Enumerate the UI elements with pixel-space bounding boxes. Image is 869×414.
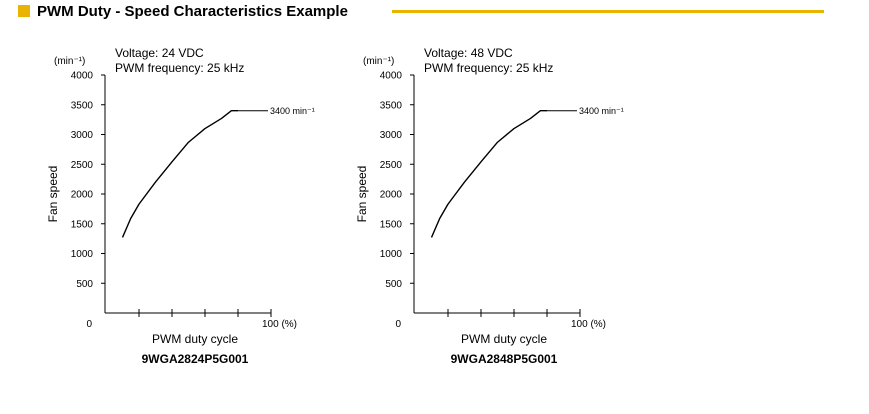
origin-label: 0 xyxy=(86,319,92,330)
y-tick-label: 1000 xyxy=(380,249,403,260)
y-tick-label: 500 xyxy=(385,279,402,290)
y-tick-label: 1000 xyxy=(71,249,94,260)
section-title: PWM Duty - Speed Characteristics Example xyxy=(37,3,348,20)
origin-label: 0 xyxy=(395,319,401,330)
header-rule xyxy=(392,10,824,13)
x-end-label: 100 (%) xyxy=(571,319,606,330)
annotation-voltage: Voltage: 48 VDC xyxy=(424,46,513,60)
y-axis-title: Fan speed xyxy=(355,166,369,223)
chart-2: 500 1000 1500 2000 2500 3000 3500 4000 0 100 (%) (… xyxy=(355,46,624,366)
x-axis-title: PWM duty cycle xyxy=(461,332,547,346)
y-tick-label: 3500 xyxy=(71,100,94,111)
y-tick-label: 1500 xyxy=(380,219,403,230)
x-end-label: 100 (%) xyxy=(262,319,297,330)
y-tick-label: 2500 xyxy=(380,160,403,171)
model-number: 9WGA2824P5G001 xyxy=(142,352,249,366)
y-tick-label: 2000 xyxy=(71,190,94,201)
speed-curve xyxy=(430,109,547,238)
x-axis-title: PWM duty cycle xyxy=(152,332,238,346)
y-unit-label: (min⁻¹) xyxy=(363,56,394,67)
y-tick-label: 3000 xyxy=(71,130,94,141)
y-tick-label: 4000 xyxy=(71,71,94,82)
y-tick-label: 1500 xyxy=(71,219,94,230)
section-header: PWM Duty - Speed Characteristics Example xyxy=(18,2,824,22)
y-tick-label: 3500 xyxy=(380,100,403,111)
y-tick-label: 2500 xyxy=(71,160,94,171)
end-speed-label: 3400 min⁻¹ xyxy=(579,106,624,116)
y-axis-title: Fan speed xyxy=(46,166,60,223)
end-speed-label: 3400 min⁻¹ xyxy=(270,106,315,116)
y-unit-label: (min⁻¹) xyxy=(54,56,85,67)
y-tick-label: 2000 xyxy=(380,190,403,201)
annotation-frequency: PWM frequency: 25 kHz xyxy=(424,61,553,75)
y-tick-label: 4000 xyxy=(380,71,403,82)
header-bullet-square xyxy=(18,5,30,17)
model-number: 9WGA2848P5G001 xyxy=(451,352,558,366)
annotation-voltage: Voltage: 24 VDC xyxy=(115,46,204,60)
y-tick-label: 3000 xyxy=(380,130,403,141)
chart-1: 500 1000 1500 2000 2500 3000 3500 4000 0 100 (%) (… xyxy=(46,46,315,366)
y-tick-label: 500 xyxy=(76,279,93,290)
speed-curve xyxy=(121,109,238,238)
annotation-frequency: PWM frequency: 25 kHz xyxy=(115,61,244,75)
